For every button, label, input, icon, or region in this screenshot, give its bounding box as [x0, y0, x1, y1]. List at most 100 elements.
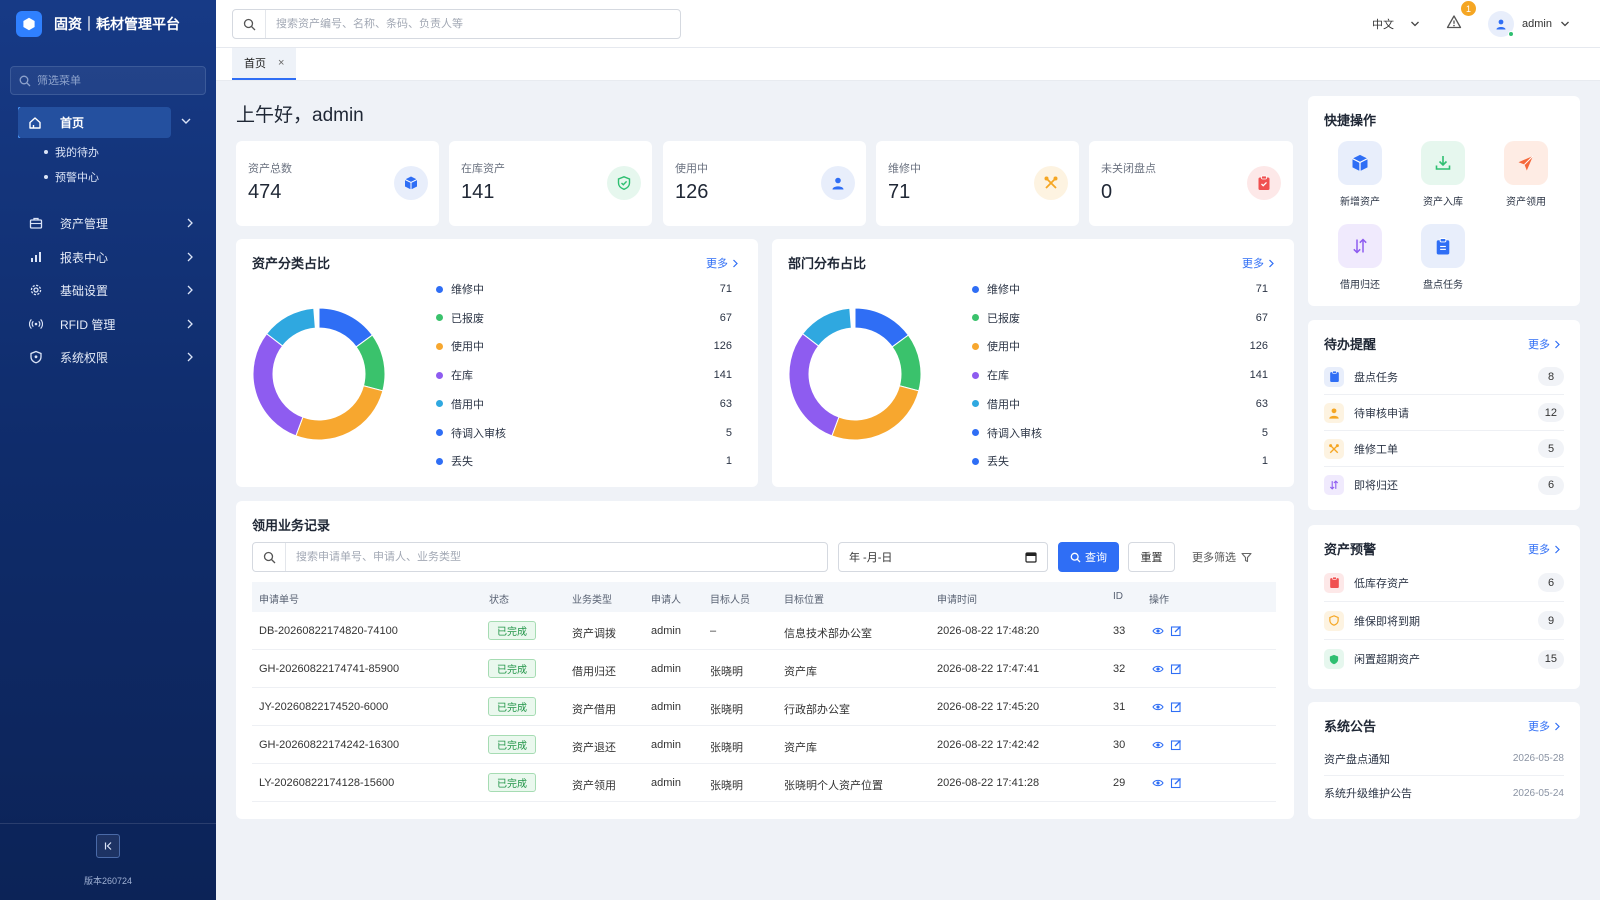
- cell-apply-time: 2026-08-22 17:41:28: [937, 777, 1040, 789]
- category-legend-item[interactable]: 在库 141: [436, 365, 732, 385]
- count-badge: 8: [1538, 367, 1564, 386]
- more-link[interactable]: 更多: [1242, 255, 1275, 271]
- category-slice[interactable]: [295, 385, 384, 441]
- eye-icon[interactable]: [1152, 663, 1164, 675]
- sidebar-item-asset-management[interactable]: 资产管理: [28, 213, 194, 233]
- department-legend-item[interactable]: 待调入审核 5: [972, 423, 1268, 443]
- category-legend-item[interactable]: 待调入审核 5: [436, 423, 732, 443]
- category-legend-item[interactable]: 维修中 71: [436, 279, 732, 299]
- table-row[interactable]: LY-20260822174128-15600 已完成 资产领用 admin 张…: [252, 764, 1276, 802]
- sidebar-subitem-warning-center[interactable]: 预警中心: [44, 169, 99, 185]
- menu-filter[interactable]: [10, 66, 206, 95]
- category-legend-item[interactable]: 借用中 63: [436, 394, 732, 414]
- sidebar-item-home[interactable]: 首页: [18, 107, 171, 138]
- quick-action-inventory-task[interactable]: 盘点任务: [1413, 224, 1473, 291]
- quick-action-new-asset[interactable]: 新增资产: [1330, 141, 1390, 208]
- language-selector[interactable]: 中文: [1372, 16, 1420, 32]
- todo-item-inventory-task[interactable]: 盘点任务 8: [1324, 359, 1564, 395]
- global-search[interactable]: [232, 9, 681, 39]
- department-donut-chart[interactable]: [788, 307, 922, 441]
- more-filter-button[interactable]: 更多筛选: [1192, 542, 1252, 572]
- edit-icon[interactable]: [1170, 701, 1182, 713]
- category-legend-item[interactable]: 丢失 1: [436, 451, 732, 471]
- table-row[interactable]: GH-20260822174741-85900 已完成 借用归还 admin 张…: [252, 650, 1276, 688]
- department-legend-item[interactable]: 在库 141: [972, 365, 1268, 385]
- department-slice[interactable]: [802, 307, 852, 347]
- department-slice[interactable]: [788, 333, 840, 437]
- quick-action-requisition[interactable]: 资产领用: [1496, 141, 1556, 208]
- category-donut-chart[interactable]: [252, 307, 386, 441]
- department-legend-item[interactable]: 丢失 1: [972, 451, 1268, 471]
- eye-icon[interactable]: [1152, 777, 1164, 789]
- stat-card-in-stock[interactable]: 在库资产 141: [449, 141, 652, 226]
- collapse-sidebar-button[interactable]: [96, 834, 120, 858]
- sidebar-item-rfid[interactable]: RFID 管理: [28, 314, 194, 334]
- category-slice[interactable]: [266, 307, 316, 347]
- global-search-input[interactable]: [266, 18, 666, 30]
- todo-item-pending-approval[interactable]: 待审核申请 12: [1324, 395, 1564, 431]
- department-slice[interactable]: [831, 385, 920, 441]
- warning-item-maintenance-expiring[interactable]: 维保即将到期 9: [1324, 602, 1564, 640]
- cell-order-no: LY-20260822174128-15600: [259, 777, 395, 789]
- stat-card-repairing[interactable]: 维修中 71: [876, 141, 1079, 226]
- eye-icon[interactable]: [1152, 701, 1164, 713]
- edit-icon[interactable]: [1170, 739, 1182, 751]
- more-link[interactable]: 更多: [706, 255, 739, 271]
- clipboard-icon: [1324, 572, 1344, 593]
- tab-home[interactable]: 首页 ×: [232, 48, 297, 80]
- table-row[interactable]: DB-20260822174820-74100 已完成 资产调拨 admin –…: [252, 612, 1276, 650]
- category-legend-item[interactable]: 已报废 67: [436, 308, 732, 328]
- reset-button[interactable]: 重置: [1128, 542, 1175, 572]
- notice-title: 系统升级维护公告: [1324, 788, 1412, 800]
- category-slice[interactable]: [355, 334, 386, 392]
- records-search-input[interactable]: [286, 551, 806, 563]
- stat-card-in-use[interactable]: 使用中 126: [663, 141, 866, 226]
- stat-card-open-inventory[interactable]: 未关闭盘点 0: [1089, 141, 1293, 226]
- menu-filter-input[interactable]: [37, 74, 197, 87]
- todo-item-due-return[interactable]: 即将归还 6: [1324, 467, 1564, 503]
- sidebar-item-report-center[interactable]: 报表中心: [28, 247, 194, 267]
- query-button[interactable]: 查询: [1058, 542, 1119, 572]
- department-legend-item[interactable]: 已报废 67: [972, 308, 1268, 328]
- panel-title: 领用业务记录: [252, 518, 331, 533]
- eye-icon[interactable]: [1152, 739, 1164, 751]
- table-row[interactable]: GH-20260822174242-16300 已完成 资产退还 admin 张…: [252, 726, 1276, 764]
- sidebar-item-label: 系统权限: [60, 350, 109, 365]
- records-search[interactable]: [252, 542, 828, 572]
- department-legend-item[interactable]: 借用中 63: [972, 394, 1268, 414]
- brand[interactable]: 固资｜耗材管理平台: [16, 10, 180, 38]
- chevron-down-icon[interactable]: [180, 116, 192, 126]
- department-slice[interactable]: [891, 334, 922, 392]
- more-label: 更多: [1528, 544, 1550, 556]
- sidebar-item-basic-settings[interactable]: 基础设置: [28, 280, 194, 300]
- date-picker[interactable]: 年 -月-日: [838, 542, 1048, 572]
- quick-action-borrow-return[interactable]: 借用归还: [1330, 224, 1390, 291]
- department-legend-item[interactable]: 使用中 126: [972, 336, 1268, 356]
- department-legend-item[interactable]: 维修中 71: [972, 279, 1268, 299]
- eye-icon[interactable]: [1152, 625, 1164, 637]
- panel-title: 资产预警: [1324, 542, 1377, 557]
- warning-item-low-stock[interactable]: 低库存资产 6: [1324, 564, 1564, 602]
- edit-icon[interactable]: [1170, 663, 1182, 675]
- edit-icon[interactable]: [1170, 777, 1182, 789]
- swap-icon: [1338, 224, 1382, 268]
- todo-item-repair-order[interactable]: 维修工单 5: [1324, 431, 1564, 467]
- warning-item-idle-overdue[interactable]: 闲置超期资产 15: [1324, 640, 1564, 678]
- edit-icon[interactable]: [1170, 625, 1182, 637]
- sidebar-item-system-permissions[interactable]: 系统权限: [28, 347, 194, 367]
- quick-action-stock-in[interactable]: 资产入库: [1413, 141, 1473, 208]
- more-link[interactable]: 更多: [1528, 541, 1561, 557]
- more-link[interactable]: 更多: [1528, 336, 1561, 352]
- close-icon[interactable]: ×: [278, 57, 285, 69]
- category-legend-item[interactable]: 使用中 126: [436, 336, 732, 356]
- stat-card-total[interactable]: 资产总数 474: [236, 141, 439, 226]
- notice-item[interactable]: 资产盘点通知 2026-05-28: [1324, 742, 1564, 776]
- notice-item[interactable]: 系统升级维护公告 2026-05-24: [1324, 776, 1564, 810]
- category-slice[interactable]: [252, 333, 304, 437]
- table-row[interactable]: JY-20260822174520-6000 已完成 资产借用 admin 张晓…: [252, 688, 1276, 726]
- chevron-right-icon: [187, 252, 193, 262]
- sidebar-subitem-todo[interactable]: 我的待办: [44, 144, 99, 160]
- user-menu[interactable]: admin: [1488, 11, 1570, 37]
- more-link[interactable]: 更多: [1528, 718, 1561, 734]
- alert-triangle-icon[interactable]: [1446, 14, 1462, 30]
